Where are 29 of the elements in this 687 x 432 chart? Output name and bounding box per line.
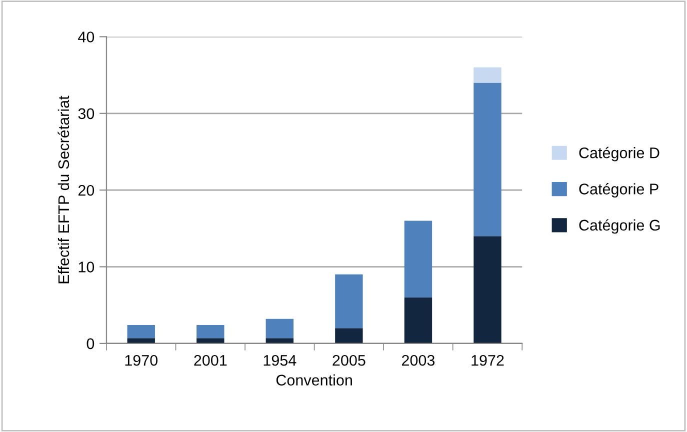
bar — [335, 274, 363, 328]
bar — [335, 328, 363, 344]
bar — [474, 82, 502, 236]
bar — [127, 338, 155, 344]
bar — [196, 325, 224, 338]
bar — [196, 338, 224, 344]
x-tick-label: 2001 — [194, 354, 227, 366]
y-tick-label: 0 — [86, 338, 94, 350]
bar — [474, 67, 502, 83]
bar — [404, 220, 432, 298]
bar — [266, 338, 294, 344]
y-tick-label: 30 — [78, 108, 94, 120]
bar — [127, 325, 155, 338]
x-tick-label: 2005 — [332, 354, 366, 366]
bar — [404, 297, 432, 344]
y-tick-label: 20 — [78, 184, 94, 196]
y-axis-title: Effectif EFTP du Secrétariat — [58, 96, 70, 284]
x-axis-title: Convention — [276, 374, 352, 386]
bar — [474, 236, 502, 344]
bar — [266, 318, 294, 338]
y-tick-label: 10 — [78, 262, 94, 272]
x-tick-label: 1954 — [264, 354, 296, 366]
legend-label: Catégorie D — [579, 146, 660, 162]
legend-label: Catégorie P — [579, 183, 658, 198]
x-tick-label: 1970 — [125, 354, 158, 366]
legend-label: Catégorie G — [579, 219, 660, 234]
x-tick-label: 2003 — [402, 354, 435, 366]
y-tick-label: 40 — [78, 32, 94, 42]
x-tick-label: 1972 — [472, 354, 504, 366]
